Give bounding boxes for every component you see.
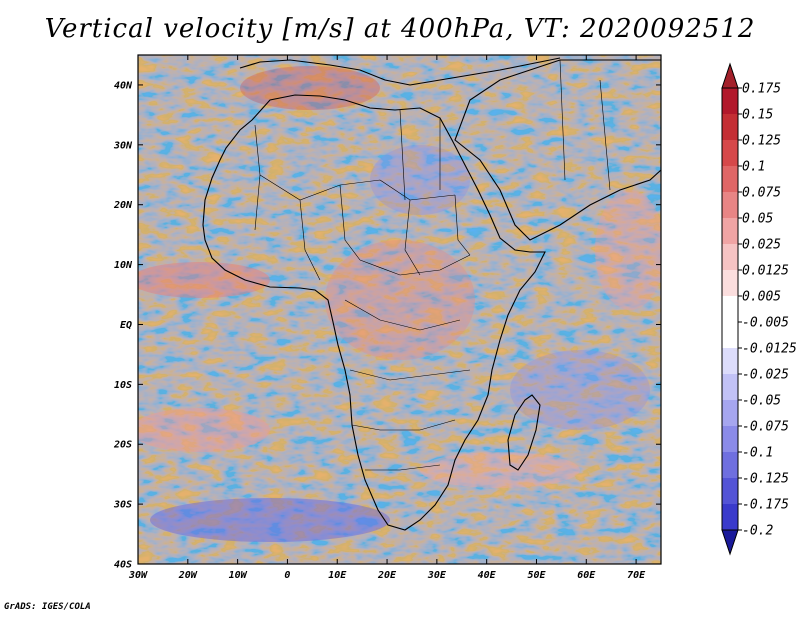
sinking-zone-indian-ocean (510, 350, 650, 430)
longitude-ticks: 30W 20W 10W 0 10E 20E 30E 40E 50E 60E 70E (128, 55, 646, 581)
rising-zone-east-ocean (595, 190, 661, 310)
colorbar: 0.175 0.15 0.125 0.1 0.075 0.05 0.025 0.0125 0.0… (721, 62, 797, 556)
lat-tick-label: 20S (113, 440, 132, 451)
colorbar-label: 0.075 (742, 186, 781, 201)
colorbar-label: -0.125 (742, 472, 789, 487)
europe-coastline (239, 57, 561, 86)
colorbar-label: -0.005 (742, 316, 789, 331)
colorbar-swatch (722, 426, 738, 452)
arabia-coastline (454, 59, 661, 241)
colorbar-swatch (722, 166, 738, 192)
plot-area (138, 55, 661, 564)
colorbar-label: -0.05 (742, 394, 781, 409)
lat-tick-label: 40S (114, 560, 132, 571)
rising-zone-southeast (420, 452, 580, 488)
lon-tick-label: 20E (377, 570, 397, 581)
rising-zone-south-atlantic (138, 408, 270, 452)
colorbar-label: 0.005 (742, 290, 781, 305)
colorbar-swatch (722, 244, 738, 270)
colorbar-label: 0.125 (742, 134, 781, 149)
africa-coastline (202, 94, 546, 531)
country-borders (254, 59, 611, 471)
rising-zone-north (240, 66, 380, 110)
colorbar-swatch (722, 296, 738, 322)
lon-tick-label: 40E (478, 570, 497, 581)
colorbar-label: 0.05 (742, 212, 773, 227)
madagascar-coastline (507, 394, 541, 471)
lat-tick-label: 30N (113, 140, 133, 151)
colorbar-label: -0.0125 (742, 342, 797, 357)
colorbar-swatch (722, 504, 738, 530)
lon-tick-label: 50E (527, 570, 546, 581)
lon-tick-label: 10E (328, 570, 347, 581)
colorbar-swatch (722, 322, 738, 348)
footer-credit: GrADS: IGES/COLA (4, 602, 91, 612)
lat-tick-label: 40N (114, 80, 133, 91)
lon-tick-label: 70E (627, 570, 646, 581)
colorbar-top-arrow (721, 62, 739, 89)
colorbar-swatch (722, 478, 738, 504)
lat-tick-label: 10S (114, 380, 132, 391)
colorbar-swatch (722, 114, 738, 140)
colorbar-swatch (722, 218, 738, 244)
colorbar-label: -0.1 (742, 446, 773, 461)
coastlines (202, 57, 661, 531)
colorbar-swatch (722, 270, 738, 296)
colorbar-swatch (722, 348, 738, 374)
colorbar-label: 0.025 (742, 238, 781, 253)
colorbar-label: -0.025 (742, 368, 789, 383)
plot-frame (137, 54, 662, 565)
rising-zone-west-africa (138, 262, 270, 298)
sinking-zone-sahara (370, 145, 470, 215)
lon-tick-label: 60E (577, 570, 596, 581)
colorbar-label: 0.15 (742, 108, 773, 123)
colorbar-swatch (722, 140, 738, 166)
lon-tick-label: 10W (229, 570, 248, 581)
lon-tick-label: 0 (284, 570, 290, 581)
sinking-zone-south (150, 498, 390, 542)
colorbar-swatch (722, 192, 738, 218)
colorbar-swatch (722, 452, 738, 478)
lat-tick-label: 30S (113, 500, 132, 511)
colorbar-label: -0.175 (742, 498, 789, 513)
colorbar-swatch (722, 374, 738, 400)
map-title: Vertical velocity [m/s] at 400hPa, VT: 2… (44, 14, 756, 44)
colorbar-swatch (722, 88, 738, 114)
lat-tick-label: 10N (114, 260, 133, 271)
colorbar-bottom-arrow (721, 529, 739, 556)
colorbar-swatch (722, 400, 738, 426)
lon-tick-label: 20W (178, 570, 198, 581)
latitude-ticks: 40N 30N 20N 10N EQ 10S 20S 30S 40S (113, 80, 661, 571)
rising-zone-central-africa (325, 240, 475, 360)
colorbar-label: 0.0125 (742, 264, 789, 279)
colorbar-label: 0.1 (742, 160, 765, 175)
lon-tick-label: 30W (128, 570, 148, 581)
lat-tick-label: EQ (120, 320, 132, 331)
lon-tick-label: 30E (427, 570, 447, 581)
lat-tick-label: 20N (113, 200, 133, 211)
colorbar-outline (721, 87, 739, 531)
colorbar-label: 0.175 (742, 82, 781, 97)
colorbar-label: -0.075 (742, 420, 789, 435)
colorbar-label: -0.2 (742, 524, 773, 539)
